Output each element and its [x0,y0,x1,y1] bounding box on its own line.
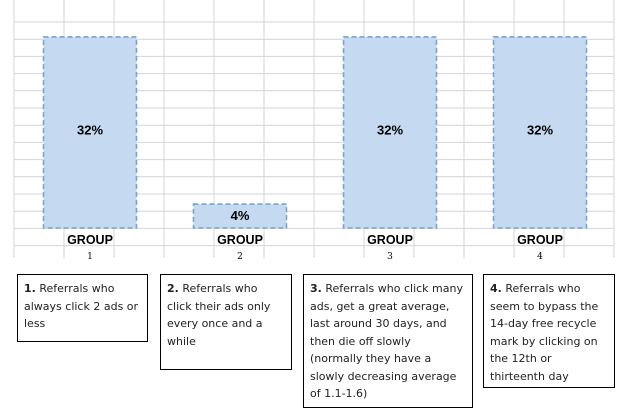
group-label-3: GROUP [367,233,413,247]
labels: 32% GROUP 1 4% GROUP 2 32% GROUP 3 32% GROUP 4 [67,123,563,263]
group-3-description: 3. Referrals who click many ads, get a g… [303,274,473,408]
group-3-text: Referrals who click many ads, get a grea… [310,282,463,400]
group-4-description: 4. Referrals who seem to bypass the 14-d… [483,274,615,388]
bars [42,36,588,229]
group-number-2: 2 [237,252,243,262]
group-1-text: Referrals who always click 2 ads or less [24,282,139,330]
bar-group-3 [342,36,438,229]
bar-chart: 32% GROUP 1 4% GROUP 2 32% GROUP 3 32% GROUP 4 [13,0,615,263]
group-number-1: 1 [87,252,93,262]
bar-group-4 [492,36,588,229]
value-label-group-2: 4% [231,208,250,223]
value-label-group-4: 32% [527,123,553,138]
group-label-4: GROUP [517,233,563,247]
group-2-description: 2. Referrals who click their ads only ev… [160,274,292,370]
group-number-4: 4 [537,252,543,262]
group-label-1: GROUP [67,233,113,247]
value-label-group-3: 32% [377,123,403,138]
value-label-group-1: 32% [77,123,103,138]
group-3-number: 3. [310,282,322,295]
group-2-text: Referrals who click their ads only every… [167,282,271,348]
bar-group-2 [192,203,288,229]
group-4-number: 4. [490,282,502,295]
group-label-2: GROUP [217,233,263,247]
group-1-number: 1. [24,282,36,295]
bar-group-1 [42,36,138,229]
group-1-description: 1. Referrals who always click 2 ads or l… [17,274,148,342]
group-2-number: 2. [167,282,179,295]
group-number-3: 3 [387,252,393,262]
group-4-text: Referrals who seem to bypass the 14-day … [490,282,599,383]
